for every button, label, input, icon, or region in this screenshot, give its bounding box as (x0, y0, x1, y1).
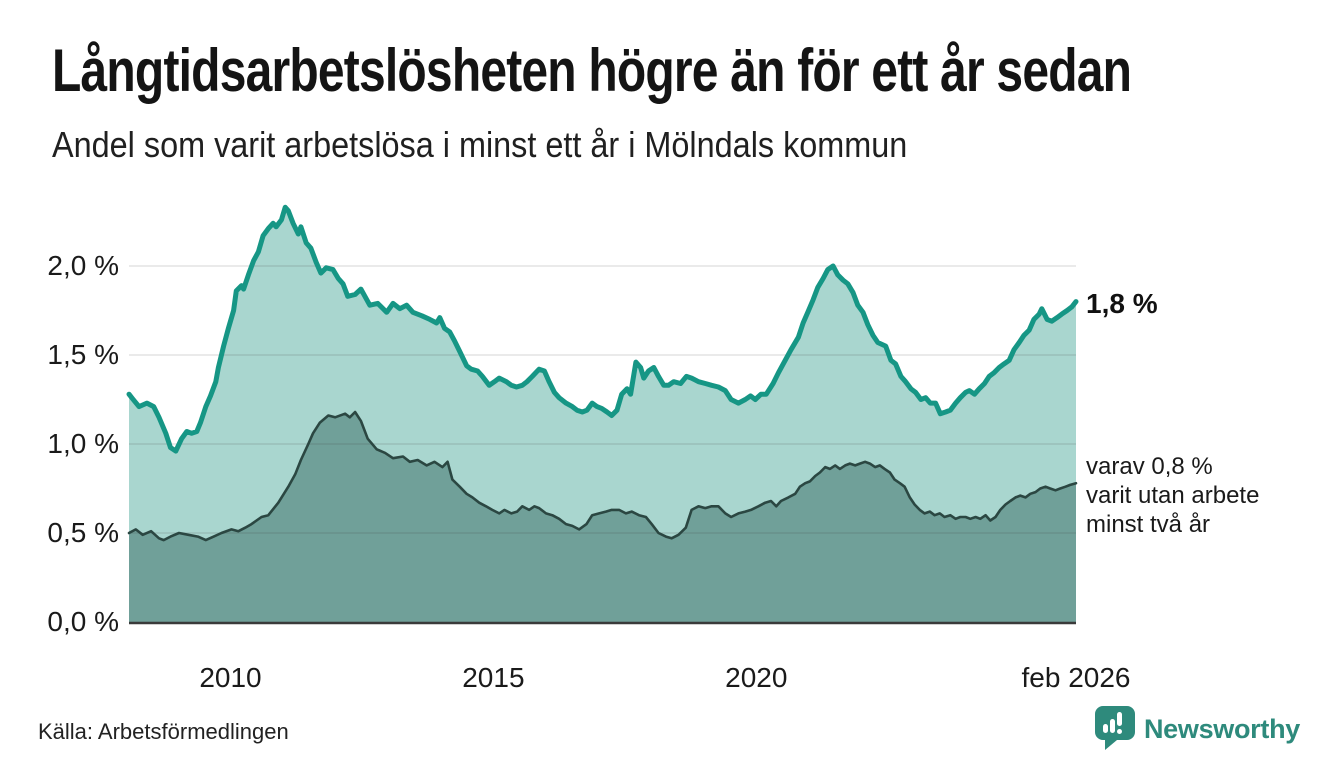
x-tick-label: feb 2026 (1021, 662, 1131, 693)
area-fill-two-years (129, 412, 1076, 622)
brand-name: Newsworthy (1143, 713, 1300, 744)
source-caption: Källa: Arbetsförmedlingen (38, 719, 289, 744)
bar-chart-speech-bubble-icon (1094, 706, 1135, 750)
y-tick-label: 0,5 % (47, 517, 119, 548)
secondary-value-annotation: varav 0,8 % varit utan arbete minst två år (1086, 452, 1259, 539)
y-tick-label: 0,0 % (47, 606, 119, 637)
series-line-one-year (126, 204, 1079, 454)
page-subtitle-text: Andel som varit arbetslösa i minst ett å… (52, 124, 908, 165)
page-subtitle: Andel som varit arbetslösa i minst ett å… (52, 124, 1002, 166)
secondary-annotation-line: minst två år (1086, 511, 1211, 539)
x-tick-label: 2010 (199, 662, 262, 693)
page-title-text: Långtidsarbetslösheten högre än för ett … (52, 37, 1132, 104)
y-tick-label: 1,5 % (47, 339, 119, 370)
y-tick-label: 2,0 % (47, 250, 119, 281)
page-title: Långtidsarbetslösheten högre än för ett … (52, 36, 1340, 105)
secondary-annotation-line: varav 0,8 % (1086, 453, 1213, 481)
x-tick-label: 2015 (462, 662, 525, 693)
y-tick-label: 1,0 % (47, 428, 119, 459)
x-tick-label: 2020 (725, 662, 788, 693)
latest-value-annotation: 1,8 % (1086, 287, 1158, 319)
series-line-two-years (127, 410, 1078, 542)
secondary-annotation-line: varit utan arbete (1086, 482, 1260, 510)
brand-logo: Newsworthy (1094, 706, 1300, 752)
